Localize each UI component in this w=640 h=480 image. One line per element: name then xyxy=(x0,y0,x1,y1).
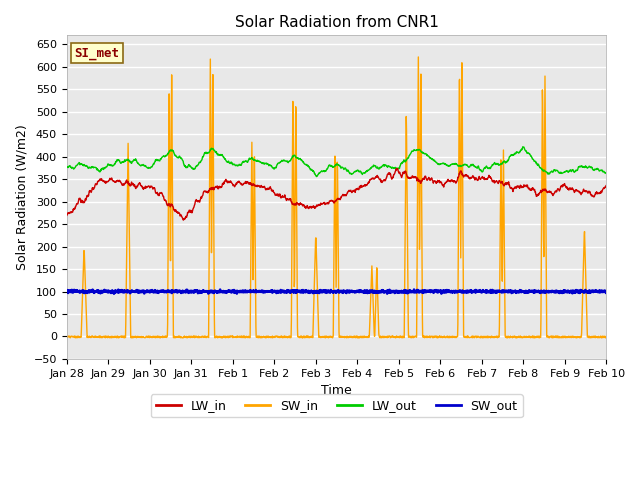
LW_in xyxy=(239,181,247,187)
SW_out xyxy=(224,289,232,295)
SW_out xyxy=(110,291,118,297)
X-axis label: Time: Time xyxy=(321,384,352,397)
LW_out xyxy=(345,169,353,175)
SW_in xyxy=(232,335,240,340)
SW_in xyxy=(63,333,70,339)
LW_out xyxy=(232,163,240,168)
LW_in xyxy=(232,180,240,186)
LW_in xyxy=(179,217,187,223)
LW_out xyxy=(519,144,527,150)
LW_in xyxy=(603,183,611,189)
LW_out xyxy=(598,167,606,173)
SW_in xyxy=(224,334,232,340)
SW_in xyxy=(598,334,606,339)
LW_in xyxy=(598,188,606,194)
LW_out xyxy=(63,165,70,170)
Legend: LW_in, SW_in, LW_out, SW_out: LW_in, SW_in, LW_out, SW_out xyxy=(150,395,522,418)
Line: SW_out: SW_out xyxy=(67,289,607,294)
SW_out xyxy=(345,289,353,295)
SW_out xyxy=(603,289,611,295)
LW_out xyxy=(313,174,321,180)
LW_in xyxy=(345,188,353,194)
Line: LW_out: LW_out xyxy=(67,147,607,177)
SW_out xyxy=(239,288,247,294)
SW_out xyxy=(598,288,606,294)
SW_in xyxy=(120,335,128,341)
Text: SI_met: SI_met xyxy=(75,47,120,60)
SW_in xyxy=(603,335,611,340)
LW_out xyxy=(239,158,247,164)
SW_in xyxy=(415,54,422,60)
SW_in xyxy=(239,333,247,339)
Line: LW_in: LW_in xyxy=(67,168,607,220)
LW_out xyxy=(524,150,532,156)
Line: SW_in: SW_in xyxy=(67,57,607,338)
Y-axis label: Solar Radiation (W/m2): Solar Radiation (W/m2) xyxy=(15,124,28,270)
SW_out xyxy=(232,289,240,295)
LW_in xyxy=(394,166,401,171)
Title: Solar Radiation from CNR1: Solar Radiation from CNR1 xyxy=(235,15,438,30)
LW_out xyxy=(223,159,231,165)
LW_in xyxy=(224,180,232,186)
SW_out xyxy=(524,289,532,295)
LW_in xyxy=(63,213,70,218)
LW_out xyxy=(603,171,611,177)
SW_out xyxy=(63,289,70,295)
SW_in xyxy=(345,334,353,340)
LW_in xyxy=(524,185,532,191)
SW_in xyxy=(524,335,532,340)
SW_out xyxy=(410,287,418,292)
